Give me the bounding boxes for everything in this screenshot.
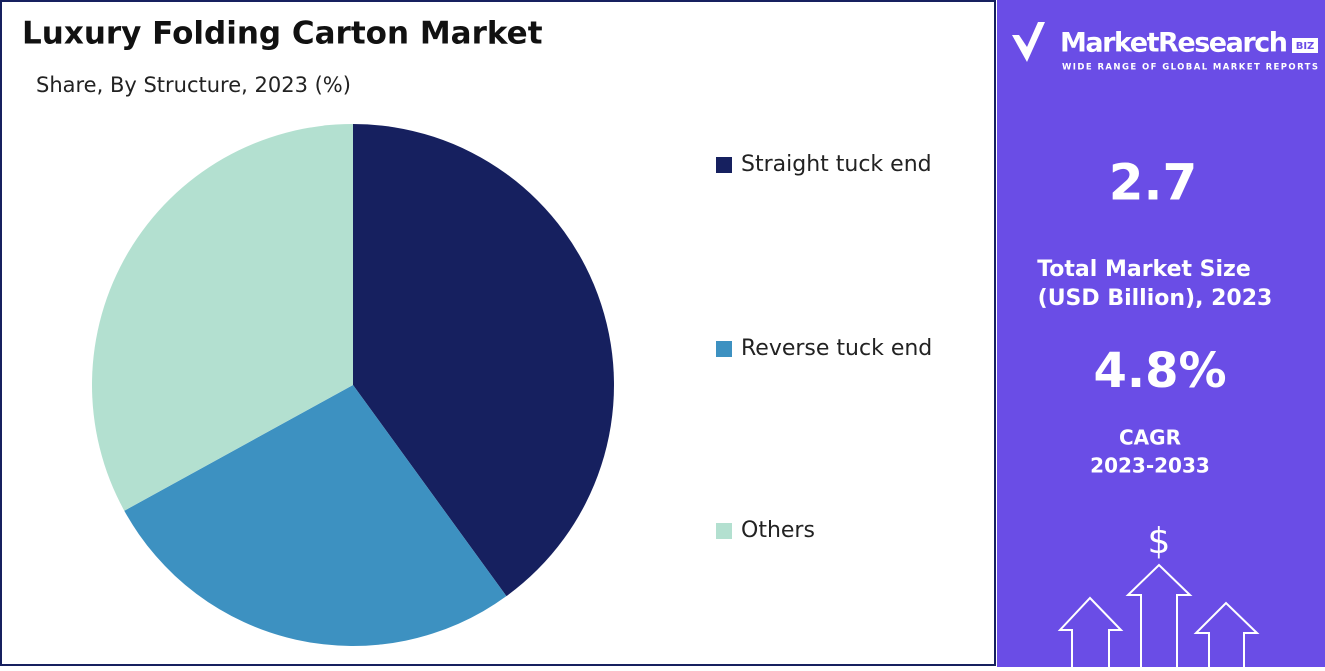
side-panel bbox=[997, 0, 1325, 667]
legend-label: Straight tuck end bbox=[741, 152, 932, 177]
chart-title: Luxury Folding Carton Market bbox=[22, 16, 543, 52]
cagr-label: 2023-2033 bbox=[1090, 454, 1210, 478]
pie-slice bbox=[92, 124, 354, 511]
legend-label: Others bbox=[741, 518, 815, 543]
legend-label: Reverse tuck end bbox=[741, 336, 932, 361]
legend-swatch bbox=[716, 157, 732, 173]
tagline: WIDE RANGE OF GLOBAL MARKET REPORTS bbox=[1062, 63, 1318, 73]
cagr: 4.8% bbox=[1093, 343, 1226, 399]
dollar-icon: $ bbox=[1148, 521, 1171, 562]
market-size: 2.7 bbox=[1109, 154, 1198, 212]
chart-subtitle: Share, By Structure, 2023 (%) bbox=[36, 73, 351, 97]
legend: Straight tuck end Reverse tuck end Others bbox=[716, 152, 932, 543]
market-size-label: (USD Billion), 2023 bbox=[1038, 286, 1273, 311]
pie-slice bbox=[353, 124, 614, 597]
pie-slice bbox=[124, 385, 507, 646]
arrows-icon bbox=[1057, 563, 1260, 667]
market-size-label: Total Market Size bbox=[1037, 257, 1251, 282]
brand-badge-bg bbox=[1292, 38, 1318, 53]
legend-swatch bbox=[716, 341, 732, 357]
logo-icon bbox=[1012, 22, 1045, 62]
cagr-label: CAGR bbox=[1119, 426, 1181, 450]
legend-swatch bbox=[716, 523, 732, 539]
brand: MarketResearch bbox=[1060, 28, 1288, 59]
pie bbox=[92, 124, 614, 646]
brand-badge: BIZ bbox=[1296, 41, 1315, 52]
